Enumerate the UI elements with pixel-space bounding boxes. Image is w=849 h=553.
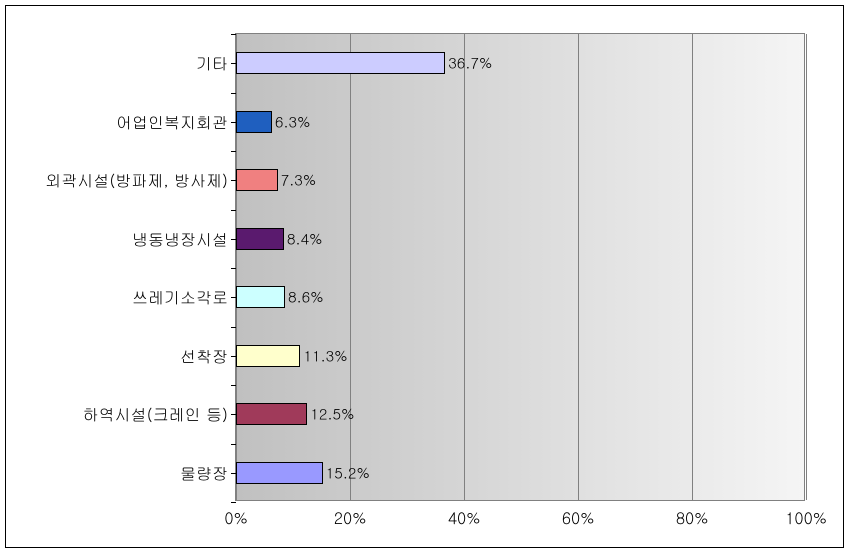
bar: 11.3% bbox=[236, 345, 300, 367]
y-axis-category-label: 선착장 bbox=[180, 344, 236, 367]
gridline bbox=[350, 34, 351, 500]
y-axis-category-label: 외곽시설(방파제, 방사제) bbox=[45, 169, 236, 192]
y-axis-tick bbox=[231, 327, 236, 328]
bar: 8.4% bbox=[236, 228, 284, 250]
x-axis-tick-label: 100% bbox=[785, 500, 827, 529]
gridline bbox=[692, 34, 693, 500]
bar: 15.2% bbox=[236, 462, 323, 484]
y-axis-tick bbox=[231, 34, 236, 35]
y-axis-tick bbox=[231, 93, 236, 94]
y-axis-tick bbox=[231, 502, 236, 503]
bar-value-label: 8.4% bbox=[283, 228, 322, 249]
x-axis-tick-label: 60% bbox=[562, 500, 594, 529]
y-axis-category-label: 기타 bbox=[196, 52, 236, 75]
y-axis-tick bbox=[231, 268, 236, 269]
y-axis-category-label: 물량장 bbox=[180, 461, 236, 484]
y-axis-tick bbox=[231, 385, 236, 386]
x-axis-tick-label: 40% bbox=[448, 500, 480, 529]
bar: 7.3% bbox=[236, 169, 278, 191]
y-axis-tick bbox=[231, 444, 236, 445]
x-axis-tick-label: 20% bbox=[334, 500, 366, 529]
bar-value-label: 15.2% bbox=[322, 462, 370, 483]
x-axis-tick-label: 0% bbox=[224, 500, 247, 529]
bar: 36.7% bbox=[236, 52, 445, 74]
gridline bbox=[578, 34, 579, 500]
bar-value-label: 7.3% bbox=[277, 170, 316, 191]
y-axis-tick bbox=[231, 151, 236, 152]
y-axis-tick bbox=[231, 210, 236, 211]
bar-value-label: 6.3% bbox=[271, 111, 310, 132]
y-axis-category-label: 어업인복지회관 bbox=[116, 110, 236, 133]
bar-value-label: 11.3% bbox=[299, 345, 347, 366]
y-axis-category-label: 냉동냉장시설 bbox=[132, 227, 236, 250]
gridline bbox=[806, 34, 807, 500]
x-axis-tick-label: 80% bbox=[676, 500, 708, 529]
gridline bbox=[464, 34, 465, 500]
plot-area: 0%20%40%60%80%100%기타36.7%어업인복지회관6.3%외곽시설… bbox=[235, 33, 805, 501]
y-axis-category-label: 쓰레기소각로 bbox=[132, 286, 236, 309]
bar-value-label: 36.7% bbox=[444, 53, 492, 74]
y-axis-category-label: 하역시설(크레인 등) bbox=[83, 403, 236, 426]
bar-value-label: 8.6% bbox=[284, 287, 323, 308]
bar: 6.3% bbox=[236, 111, 272, 133]
gridline bbox=[236, 34, 237, 500]
bar: 12.5% bbox=[236, 403, 307, 425]
bar: 8.6% bbox=[236, 286, 285, 308]
bar-value-label: 12.5% bbox=[306, 404, 354, 425]
